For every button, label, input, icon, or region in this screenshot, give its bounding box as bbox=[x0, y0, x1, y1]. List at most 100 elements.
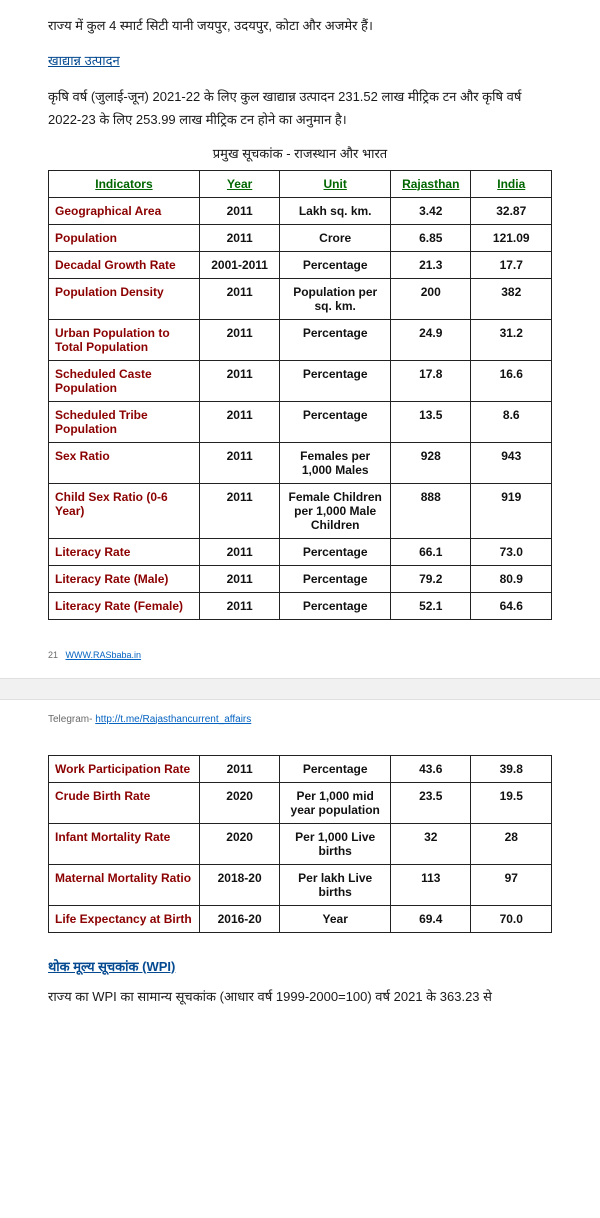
cell-raj: 888 bbox=[391, 483, 471, 538]
cell-unit: Per lakh Live births bbox=[280, 864, 391, 905]
cell-raj: 17.8 bbox=[391, 360, 471, 401]
cell-indicator: Scheduled Tribe Population bbox=[49, 401, 200, 442]
table-row: Literacy Rate (Female)2011Percentage52.1… bbox=[49, 592, 552, 619]
cell-unit: Percentage bbox=[280, 360, 391, 401]
table-row: Life Expectancy at Birth2016-20Year69.47… bbox=[49, 905, 552, 932]
cell-raj: 928 bbox=[391, 442, 471, 483]
cell-indicator: Infant Mortality Rate bbox=[49, 823, 200, 864]
cell-year: 2011 bbox=[199, 197, 279, 224]
table-row: Decadal Growth Rate2001-2011Percentage21… bbox=[49, 251, 552, 278]
cell-indicator: Urban Population to Total Population bbox=[49, 319, 200, 360]
cell-india: 382 bbox=[471, 278, 552, 319]
foodgrain-paragraph: कृषि वर्ष (जुलाई-जून) 2021-22 के लिए कुल… bbox=[48, 85, 552, 132]
site-link[interactable]: WWW.RASbaba.in bbox=[66, 650, 142, 660]
cell-india: 70.0 bbox=[471, 905, 552, 932]
cell-unit: Year bbox=[280, 905, 391, 932]
wpi-paragraph: राज्य का WPI का सामान्य सूचकांक (आधार वर… bbox=[48, 985, 552, 1008]
table-row: Sex Ratio2011Females per 1,000 Males9289… bbox=[49, 442, 552, 483]
cell-year: 2016-20 bbox=[199, 905, 279, 932]
cell-indicator: Maternal Mortality Ratio bbox=[49, 864, 200, 905]
cell-raj: 32 bbox=[391, 823, 471, 864]
cell-unit: Per 1,000 mid year population bbox=[280, 782, 391, 823]
foodgrain-heading-link[interactable]: खाद्यान्न उत्पादन bbox=[48, 49, 120, 72]
cell-year: 2011 bbox=[199, 224, 279, 251]
cell-indicator: Population Density bbox=[49, 278, 200, 319]
cell-unit: Percentage bbox=[280, 319, 391, 360]
cell-indicator: Sex Ratio bbox=[49, 442, 200, 483]
cell-indicator: Child Sex Ratio (0-6 Year) bbox=[49, 483, 200, 538]
cell-india: 39.8 bbox=[471, 755, 552, 782]
cell-raj: 43.6 bbox=[391, 755, 471, 782]
table-header-row: Indicators Year Unit Rajasthan India bbox=[49, 170, 552, 197]
cell-year: 2011 bbox=[199, 592, 279, 619]
cell-indicator: Geographical Area bbox=[49, 197, 200, 224]
wpi-heading-link[interactable]: थोक मूल्य सूचकांक (WPI) bbox=[48, 957, 175, 975]
cell-indicator: Crude Birth Rate bbox=[49, 782, 200, 823]
cell-raj: 3.42 bbox=[391, 197, 471, 224]
cell-year: 2020 bbox=[199, 782, 279, 823]
cell-india: 16.6 bbox=[471, 360, 552, 401]
table-row: Scheduled Tribe Population2011Percentage… bbox=[49, 401, 552, 442]
cell-year: 2011 bbox=[199, 278, 279, 319]
cell-india: 943 bbox=[471, 442, 552, 483]
telegram-prefix: Telegram- bbox=[48, 714, 95, 725]
cell-india: 32.87 bbox=[471, 197, 552, 224]
cell-raj: 13.5 bbox=[391, 401, 471, 442]
th-year: Year bbox=[199, 170, 279, 197]
table-caption: प्रमुख सूचकांक - राजस्थान और भारत bbox=[48, 144, 552, 162]
table-row: Scheduled Caste Population2011Percentage… bbox=[49, 360, 552, 401]
cell-year: 2011 bbox=[199, 442, 279, 483]
table-row: Geographical Area2011Lakh sq. km.3.4232.… bbox=[49, 197, 552, 224]
cell-india: 31.2 bbox=[471, 319, 552, 360]
cell-raj: 79.2 bbox=[391, 565, 471, 592]
table-row: Population2011Crore6.85121.09 bbox=[49, 224, 552, 251]
telegram-link[interactable]: http://t.me/Rajasthancurrent_affairs bbox=[95, 714, 251, 725]
table-row: Child Sex Ratio (0-6 Year)2011Female Chi… bbox=[49, 483, 552, 538]
page-2: Telegram- http://t.me/Rajasthancurrent_a… bbox=[0, 700, 600, 1026]
cell-year: 2018-20 bbox=[199, 864, 279, 905]
cell-indicator: Literacy Rate bbox=[49, 538, 200, 565]
cell-indicator: Decadal Growth Rate bbox=[49, 251, 200, 278]
cell-india: 64.6 bbox=[471, 592, 552, 619]
cell-unit: Population per sq. km. bbox=[280, 278, 391, 319]
cell-unit: Female Children per 1,000 Male Children bbox=[280, 483, 391, 538]
page-1: राज्य में कुल 4 स्मार्ट सिटी यानी जयपुर,… bbox=[0, 0, 600, 678]
cell-unit: Percentage bbox=[280, 401, 391, 442]
cell-raj: 23.5 bbox=[391, 782, 471, 823]
cell-raj: 66.1 bbox=[391, 538, 471, 565]
cell-unit: Percentage bbox=[280, 251, 391, 278]
cell-raj: 21.3 bbox=[391, 251, 471, 278]
cell-raj: 24.9 bbox=[391, 319, 471, 360]
cell-unit: Lakh sq. km. bbox=[280, 197, 391, 224]
cell-year: 2011 bbox=[199, 483, 279, 538]
cell-indicator: Population bbox=[49, 224, 200, 251]
table-row: Literacy Rate (Male)2011Percentage79.280… bbox=[49, 565, 552, 592]
table-row: Work Participation Rate2011Percentage43.… bbox=[49, 755, 552, 782]
cell-indicator: Literacy Rate (Male) bbox=[49, 565, 200, 592]
cell-india: 19.5 bbox=[471, 782, 552, 823]
cell-india: 919 bbox=[471, 483, 552, 538]
cell-unit: Percentage bbox=[280, 755, 391, 782]
th-india: India bbox=[471, 170, 552, 197]
th-unit: Unit bbox=[280, 170, 391, 197]
table-row: Literacy Rate2011Percentage66.173.0 bbox=[49, 538, 552, 565]
cell-year: 2001-2011 bbox=[199, 251, 279, 278]
cell-year: 2011 bbox=[199, 401, 279, 442]
cell-unit: Percentage bbox=[280, 592, 391, 619]
th-indicators: Indicators bbox=[49, 170, 200, 197]
cell-unit: Percentage bbox=[280, 538, 391, 565]
page-gap bbox=[0, 678, 600, 700]
cell-year: 2011 bbox=[199, 538, 279, 565]
cell-india: 17.7 bbox=[471, 251, 552, 278]
table-row: Maternal Mortality Ratio2018-20Per lakh … bbox=[49, 864, 552, 905]
cell-raj: 200 bbox=[391, 278, 471, 319]
table-row: Infant Mortality Rate2020Per 1,000 Live … bbox=[49, 823, 552, 864]
cell-raj: 69.4 bbox=[391, 905, 471, 932]
cell-raj: 52.1 bbox=[391, 592, 471, 619]
cell-year: 2011 bbox=[199, 319, 279, 360]
cell-india: 73.0 bbox=[471, 538, 552, 565]
cell-unit: Per 1,000 Live births bbox=[280, 823, 391, 864]
cell-year: 2011 bbox=[199, 565, 279, 592]
foodgrain-heading: खाद्यान्न उत्पादन bbox=[48, 49, 552, 72]
cell-indicator: Work Participation Rate bbox=[49, 755, 200, 782]
